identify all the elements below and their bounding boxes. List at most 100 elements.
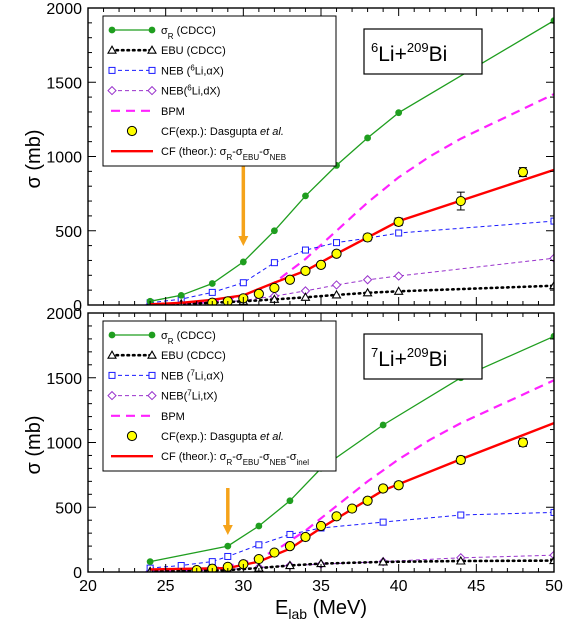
point-sigmaR-top	[239, 258, 247, 266]
y-tick-label-bottom: 500	[55, 500, 82, 517]
point-neb-top	[395, 229, 403, 237]
point-neb-bottom	[286, 530, 294, 538]
point-ebu-top	[300, 292, 311, 301]
y-axis-title-top: σ (mb)	[23, 129, 45, 188]
point-cfExp-top	[362, 232, 373, 243]
series-neb-top	[146, 217, 554, 305]
point-cfExp-top	[253, 288, 264, 299]
point-cfExp-bottom	[393, 480, 404, 491]
legend-label-ebu: EBU (CDCC)	[161, 350, 226, 362]
point-cfExp-bottom	[362, 495, 373, 506]
legend-entry-nebAlpha-bottom: NEB(7Li,tX)	[107, 388, 217, 403]
panel-top: 0 500 1000 1500 2000 σR (CDCC) EBU (CDCC) NEB …	[46, 1, 555, 315]
legend-label-bpm: BPM	[161, 106, 185, 118]
point-cfExp-top	[455, 195, 466, 207]
legend-entry-ebu-bottom: EBU (CDCC)	[107, 350, 226, 362]
point-cfExp-top	[284, 274, 296, 285]
point-neb-top	[270, 259, 278, 267]
legend-entry-cfExp-bottom: CF(exp.): Dasgupta et al.	[126, 430, 284, 443]
legend-entry-bpm-bottom: BPM	[111, 411, 185, 423]
point-neb-bottom	[379, 518, 387, 526]
point-nebAlpha-top	[331, 280, 342, 290]
legend-entry-cfTheor-bottom: CF (theor.): σR-σEBU-σNEB-σinel	[111, 451, 309, 467]
x-tick-label: 40	[390, 578, 408, 595]
y-tick-label-top: 500	[55, 224, 82, 241]
y-tick-label-top: 2000	[46, 1, 82, 18]
point-cfExp-top	[269, 282, 280, 294]
legend-top: σR (CDCC) EBU (CDCC) NEB (6Li,αX) NEB(6Li,d…	[102, 15, 337, 167]
x-tick-label: 30	[234, 578, 252, 595]
point-nebAlpha-top	[393, 271, 404, 281]
point-cfExp-bottom	[455, 454, 466, 466]
legend-marker-cfExp	[126, 125, 138, 137]
legend-marker-ebu	[107, 350, 117, 359]
legend-entry-bpm-top: BPM	[111, 106, 185, 118]
legend-entry-sigmaR-top: σR (CDCC)	[108, 25, 216, 41]
plot-area-bottom	[88, 332, 554, 572]
legend-marker-ebu	[107, 45, 117, 54]
point-cfExp-bottom	[346, 503, 358, 514]
legend-marker-neb	[148, 66, 156, 74]
series-cfExp-bottom	[191, 437, 529, 572]
point-sigmaR-bottom	[224, 542, 232, 550]
point-cfExp-top	[315, 259, 327, 271]
legend-bottom: σR (CDCC) EBU (CDCC) NEB (7Li,αX) NEB(7Li,t…	[102, 320, 337, 472]
legend-label-nebAlpha: NEB(7Li,tX)	[161, 388, 217, 403]
y-tick-label-bottom: 1500	[46, 371, 82, 388]
legend-label-neb: NEB (6Li,αX)	[161, 63, 224, 78]
point-sigmaR-top	[177, 291, 185, 299]
y-tick-label-top: 1000	[46, 150, 82, 167]
legend-entry-neb-top: NEB (6Li,αX)	[108, 63, 224, 78]
point-neb-bottom	[177, 562, 185, 570]
point-cfExp-bottom	[315, 520, 327, 532]
point-cfExp-bottom	[517, 437, 529, 448]
y-tick-label-bottom: 0	[73, 565, 82, 582]
point-sigmaR-bottom	[550, 332, 554, 340]
x-tick-label: 20	[79, 578, 97, 595]
legend-label-sigmaR: σR (CDCC)	[161, 25, 216, 41]
legend-entry-cfTheor-top: CF (theor.): σR-σEBU-σNEB	[111, 146, 286, 162]
legend-marker-nebAlpha	[147, 390, 157, 401]
line-nebAlpha-top	[150, 257, 554, 305]
legend-entry-nebAlpha-top: NEB(6Li,dX)	[107, 83, 220, 98]
axes-top: 0 500 1000 1500 2000	[46, 1, 555, 315]
point-ebu-top	[362, 287, 373, 297]
legend-marker-nebAlpha	[107, 390, 117, 401]
series-bpm-top	[150, 93, 554, 305]
legend-label-nebAlpha: NEB(6Li,dX)	[161, 83, 220, 98]
legend-marker-cfExp	[126, 430, 138, 442]
point-ebu-bottom	[549, 555, 554, 565]
legend-marker-sigmaR	[108, 331, 116, 339]
legend-box-bottom	[102, 320, 337, 472]
point-neb-bottom	[224, 552, 232, 560]
x-tick-label: 25	[157, 578, 175, 595]
y-tick-label-bottom: 1000	[46, 436, 82, 453]
line-ebu-bottom	[148, 559, 554, 572]
axis-titles: σ (mb) σ (mb) Elab (MeV)	[23, 129, 367, 622]
legend-entry-ebu-top: EBU (CDCC)	[107, 45, 226, 57]
legend-marker-nebAlpha	[147, 85, 157, 96]
series-sigmaR-top	[146, 17, 554, 305]
point-neb-top	[301, 246, 309, 254]
line-neb-top	[150, 220, 554, 304]
point-sigmaR-bottom	[146, 558, 154, 566]
x-tick-label: 45	[467, 578, 485, 595]
legend-entry-sigmaR-bottom: σR (CDCC)	[108, 330, 216, 346]
legend-label-cfExp: CF(exp.): Dasgupta et al.	[161, 126, 284, 138]
point-sigmaR-bottom	[379, 421, 387, 429]
reaction-label-top: 6Li+209Bi	[371, 40, 447, 66]
point-nebAlpha-bottom	[549, 550, 554, 560]
point-ebu-top	[393, 286, 404, 295]
legend-label-bpm: BPM	[161, 411, 185, 423]
series-ebu-bottom	[146, 555, 554, 572]
point-neb-bottom	[457, 511, 465, 519]
point-sigmaR-top	[208, 280, 216, 287]
y-tick-label-top: 1500	[46, 75, 82, 92]
point-neb-top	[239, 279, 247, 287]
legend-marker-neb	[108, 66, 116, 74]
reaction-label-bottom: 7Li+209Bi	[371, 345, 447, 371]
x-tick-label: 35	[312, 578, 330, 595]
panel-bottom: 0 500 1000 1500 2000 20 25 30 35 40 45 50 σR (CDCC)…	[46, 306, 563, 595]
x-axis-title: Elab (MeV)	[275, 597, 367, 622]
